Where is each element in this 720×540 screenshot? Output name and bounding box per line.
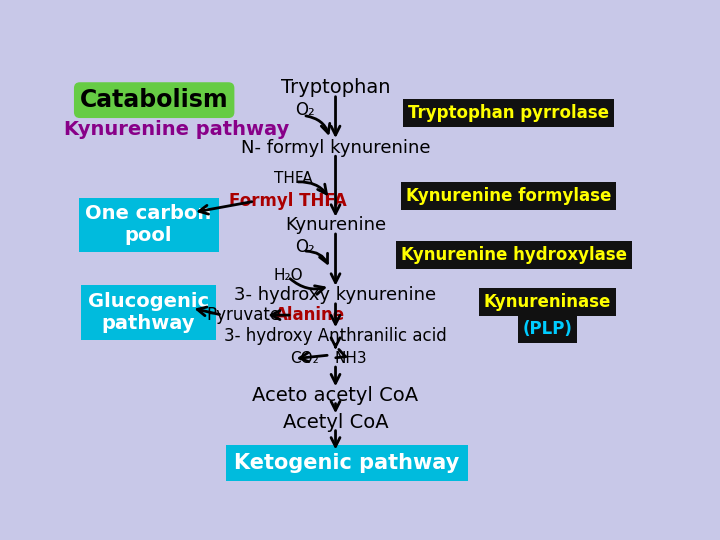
Text: Kynurenine hydroxylase: Kynurenine hydroxylase <box>401 246 627 264</box>
Text: Alanine: Alanine <box>275 306 346 324</box>
Text: 3- hydroxy Anthranilic acid: 3- hydroxy Anthranilic acid <box>224 327 447 345</box>
Text: THFA: THFA <box>274 171 313 186</box>
Text: N- formyl kynurenine: N- formyl kynurenine <box>240 139 431 157</box>
Text: Formyl THFA: Formyl THFA <box>229 192 347 210</box>
Text: Ketogenic pathway: Ketogenic pathway <box>234 453 459 473</box>
Text: CO₂: CO₂ <box>290 352 319 366</box>
Text: Pyruvate: Pyruvate <box>207 306 281 324</box>
Text: Glucogenic
pathway: Glucogenic pathway <box>88 292 209 333</box>
Text: (PLP): (PLP) <box>523 320 572 338</box>
Text: O₂: O₂ <box>295 100 315 119</box>
Text: Catabolism: Catabolism <box>80 88 228 112</box>
Text: Tryptophan pyrrolase: Tryptophan pyrrolase <box>408 104 609 123</box>
Text: Kynurenine pathway: Kynurenine pathway <box>64 120 289 139</box>
Text: One carbon
pool: One carbon pool <box>86 204 212 245</box>
Text: NH3: NH3 <box>335 352 367 366</box>
Text: O₂: O₂ <box>295 238 315 255</box>
Text: Kynurenine: Kynurenine <box>285 217 386 234</box>
Text: H₂O: H₂O <box>274 268 303 283</box>
Text: Kynureninase: Kynureninase <box>484 293 611 311</box>
Text: Tryptophan: Tryptophan <box>281 78 390 97</box>
Text: Aceto acetyl CoA: Aceto acetyl CoA <box>253 386 418 405</box>
Text: Acetyl CoA: Acetyl CoA <box>283 413 388 432</box>
Text: Kynurenine formylase: Kynurenine formylase <box>406 187 611 205</box>
Text: 3- hydroxy kynurenine: 3- hydroxy kynurenine <box>235 286 436 303</box>
